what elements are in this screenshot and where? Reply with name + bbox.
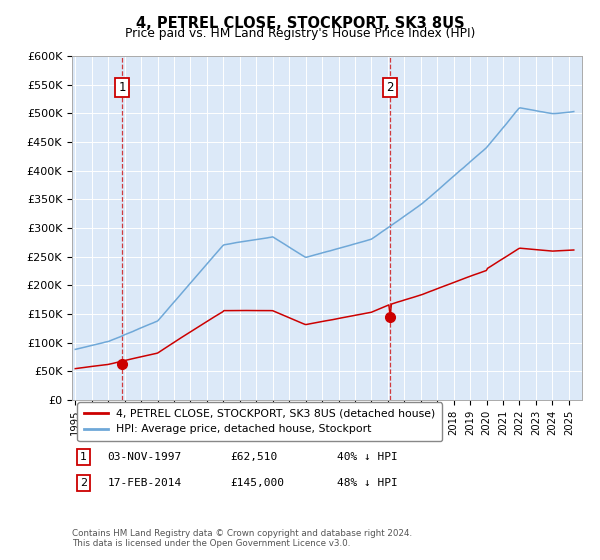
Text: 17-FEB-2014: 17-FEB-2014 — [108, 478, 182, 488]
Text: 03-NOV-1997: 03-NOV-1997 — [108, 452, 182, 462]
Text: £62,510: £62,510 — [230, 452, 277, 462]
Legend: 4, PETREL CLOSE, STOCKPORT, SK3 8US (detached house), HPI: Average price, detach: 4, PETREL CLOSE, STOCKPORT, SK3 8US (det… — [77, 403, 442, 441]
Text: 1: 1 — [80, 452, 87, 462]
Text: Contains HM Land Registry data © Crown copyright and database right 2024.
This d: Contains HM Land Registry data © Crown c… — [72, 529, 412, 548]
Text: 2: 2 — [386, 81, 394, 94]
Text: 1: 1 — [118, 81, 126, 94]
Text: 40% ↓ HPI: 40% ↓ HPI — [337, 452, 398, 462]
Text: 4, PETREL CLOSE, STOCKPORT, SK3 8US: 4, PETREL CLOSE, STOCKPORT, SK3 8US — [136, 16, 464, 31]
Text: Price paid vs. HM Land Registry's House Price Index (HPI): Price paid vs. HM Land Registry's House … — [125, 27, 475, 40]
Text: 48% ↓ HPI: 48% ↓ HPI — [337, 478, 398, 488]
Text: 2: 2 — [80, 478, 87, 488]
Text: £145,000: £145,000 — [230, 478, 284, 488]
